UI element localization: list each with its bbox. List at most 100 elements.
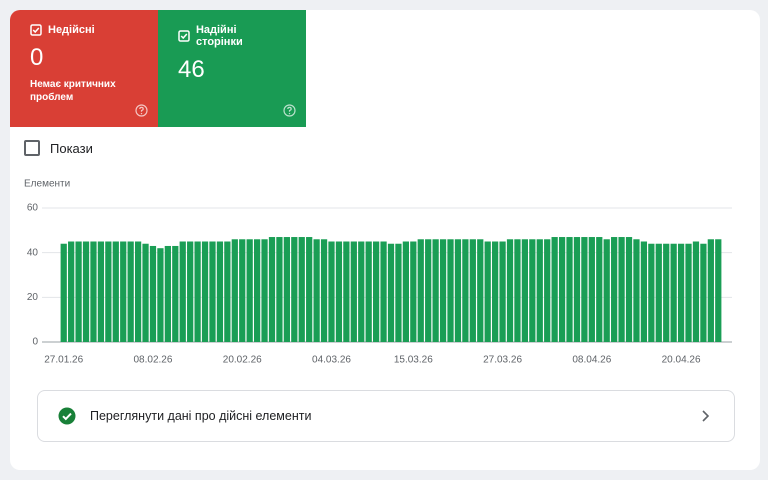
bar — [320, 239, 328, 342]
bar — [685, 243, 692, 342]
bar — [97, 241, 105, 342]
bar — [82, 241, 90, 342]
help-icon[interactable] — [135, 104, 148, 117]
bar — [670, 243, 677, 342]
bar — [700, 243, 707, 342]
bar — [462, 239, 469, 342]
bar — [625, 237, 633, 342]
bar — [246, 239, 253, 342]
bar — [551, 237, 558, 342]
bar — [514, 239, 521, 342]
details-link[interactable]: Переглянути дані про дійсні елементи — [37, 390, 735, 442]
bar — [521, 239, 529, 342]
tile-label: Надійні сторінки — [195, 24, 243, 48]
bar — [499, 241, 506, 342]
bar — [239, 239, 246, 342]
bar — [477, 239, 484, 342]
bar — [432, 239, 439, 342]
tile-value: 46 — [178, 56, 205, 83]
bar — [633, 239, 640, 342]
y-tick-label: 20 — [27, 292, 39, 303]
valid-tile[interactable]: Надійні сторінки 46 — [158, 10, 306, 127]
bar — [164, 245, 171, 342]
bar — [268, 237, 276, 342]
bar — [343, 241, 350, 342]
bar — [603, 239, 610, 342]
bar — [142, 243, 149, 342]
checkbox-icon — [30, 24, 42, 36]
bar — [558, 237, 566, 342]
bar — [127, 241, 134, 342]
bar — [573, 237, 581, 342]
bar — [328, 241, 335, 342]
bar — [365, 241, 372, 342]
bar — [588, 237, 595, 342]
bar — [291, 237, 298, 342]
x-tick-label: 27.01.26 — [44, 355, 83, 366]
bar — [544, 239, 551, 342]
bar — [231, 239, 238, 342]
bar — [417, 239, 424, 342]
invalid-tile[interactable]: Недійсні 0 Немає критичних проблем — [10, 10, 158, 127]
bar — [469, 239, 476, 342]
bar — [179, 241, 186, 342]
bar — [194, 241, 201, 342]
bar — [611, 237, 618, 342]
bar — [149, 245, 157, 342]
bar — [596, 237, 603, 342]
link-label: Переглянути дані про дійсні елементи — [90, 409, 312, 423]
bar — [640, 241, 648, 342]
bar — [68, 241, 75, 342]
bar — [484, 241, 491, 342]
bar — [306, 237, 313, 342]
chart: Елементи 0 20 40 60 27.01.26 08.02.26 20.02.26… — [24, 179, 732, 366]
bar — [529, 239, 536, 342]
bar — [60, 243, 67, 342]
bar — [536, 239, 543, 342]
bar — [90, 241, 97, 342]
bar — [439, 239, 447, 342]
bar — [187, 241, 194, 342]
bar — [253, 239, 261, 342]
bar — [298, 237, 305, 342]
tile-label: Недійсні — [48, 24, 95, 36]
x-tick-label: 20.02.26 — [223, 355, 262, 366]
help-icon[interactable] — [283, 104, 296, 117]
bar — [425, 239, 432, 342]
bar — [663, 243, 670, 342]
y-axis-label: Елементи — [24, 179, 70, 190]
bar — [715, 239, 722, 342]
tile-head: Надійні сторінки — [178, 24, 286, 48]
bar — [358, 241, 365, 342]
bar — [506, 239, 514, 342]
card: Недійсні 0 Немає критичних проблем Надій… — [10, 10, 760, 470]
bar — [454, 239, 462, 342]
bar — [707, 239, 714, 342]
x-tick-label: 08.02.26 — [134, 355, 173, 366]
bar — [75, 241, 82, 342]
x-tick-label: 20.04.26 — [662, 355, 701, 366]
bar — [201, 241, 209, 342]
bar — [105, 241, 112, 342]
bar — [261, 239, 268, 342]
toggle-label: Покази — [50, 140, 93, 156]
x-tick-label: 27.03.26 — [483, 355, 522, 366]
bar — [410, 241, 417, 342]
bar — [387, 243, 395, 342]
bar — [112, 241, 119, 342]
bar — [692, 241, 700, 342]
y-tick-label: 40 — [27, 247, 39, 258]
bar — [216, 241, 224, 342]
bar — [677, 243, 685, 342]
bar — [492, 241, 499, 342]
impressions-toggle[interactable]: Покази — [24, 140, 93, 156]
x-tick-label: 15.03.26 — [394, 355, 433, 366]
bar — [172, 245, 179, 342]
bar — [395, 243, 402, 342]
bar — [120, 241, 127, 342]
tile-note: Немає критичних проблем — [30, 79, 116, 103]
chevron-icon — [702, 410, 710, 422]
check-icon — [58, 407, 76, 425]
tile-head: Недійсні — [30, 24, 138, 36]
